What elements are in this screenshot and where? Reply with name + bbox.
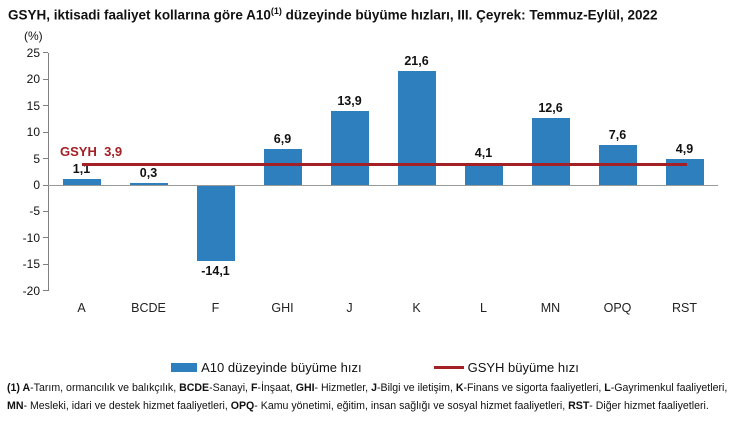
legend-label: GSYH büyüme hızı [467,360,579,375]
footnote-segment: - Diğer hizmet faaliyetleri. [589,400,709,412]
x-axis-label-A: A [77,301,86,315]
y-axis-tick-label: 25 [26,45,40,60]
footnote-segment: J [371,382,377,394]
y-axis-tick [43,105,48,107]
footnote-segment: -Sanayi, [209,382,251,394]
x-axis-zero-line [48,185,718,186]
footnote-segment: L [604,382,611,394]
y-axis-tick-label: -20 [22,283,40,298]
y-axis-tick-label: 10 [26,125,40,140]
y-axis-tick [43,184,48,186]
chart-title: GSYH, iktisadi faaliyet kollarına göre A… [8,6,748,23]
chart-title-text: GSYH, iktisadi faaliyet kollarına göre A… [8,7,271,23]
x-axis-label-K: K [412,301,421,315]
chart-title-footnote-marker: (1) [270,6,282,16]
footnote: (1) A-Tarım, ormancılık ve balıkçılık, B… [7,379,747,415]
footnote-segment: -Tarım, ormancılık ve balıkçılık, [30,382,180,394]
chart-title-period: düzeyinde büyüme hızları, III. Çeyrek: T… [281,7,658,23]
x-axis-label-GHI: GHI [271,301,294,315]
footnote-segment: F [250,382,258,394]
footnote-segment: -İnşaat, [257,382,296,394]
y-axis-tick [43,237,48,239]
gsyh-reference-line [82,162,687,166]
footnote-segment: - Mesleki, idari ve destek hizmet faaliy… [23,400,231,412]
footnote-segment: K [455,382,464,394]
y-axis-tick [43,158,48,160]
y-axis-tick [43,263,48,265]
footnote-line-2: MN- Mesleki, idari ve destek hizmet faal… [7,397,747,415]
bar-value-BCDE: 0,3 [139,166,158,181]
footnote-line-1: (1) A-Tarım, ormancılık ve balıkçılık, B… [7,379,747,397]
bar-value-GHI: 6,9 [273,131,292,146]
y-axis-unit-label: (%) [24,29,43,43]
y-axis-tick-label: 5 [33,151,40,166]
bar-value-J: 13,9 [337,94,362,109]
x-axis-label-RST: RST [672,301,697,315]
legend-line-swatch [433,366,464,369]
bar-MN [531,118,570,185]
y-axis-tick-label: 20 [26,72,40,87]
footnote-segment: -Gayrimenkul faaliyetleri, [610,382,728,394]
y-axis-tick [43,290,48,292]
x-axis-label-L: L [480,301,487,315]
footnote-segment: - Kamu yönetimi, eğitim, insan sağlığı v… [254,400,569,412]
y-axis-tick-label: -10 [22,230,40,245]
legend-label: A10 düzeyinde büyüme hızı [201,360,362,375]
bar-L [464,163,503,185]
footnote-segment: - Hizmetler, [314,382,372,394]
footnote-segment: RST [568,400,590,412]
bar-J [330,111,369,185]
bar-value-K: 21,6 [404,53,429,68]
bar-value-F: -14,1 [201,263,230,278]
x-axis-label-BCDE: BCDE [131,301,166,315]
legend-bar-swatch [171,363,198,372]
bar-K [397,70,436,185]
bar-value-L: 4,1 [474,146,493,161]
bar-value-RST: 4,9 [675,142,694,157]
y-axis-tick [43,52,48,54]
y-axis-tick-label: -5 [29,204,40,219]
y-axis-tick-label: -15 [22,257,40,272]
x-axis-label-J: J [346,301,353,315]
footnote-segment: MN [7,400,24,412]
bar-value-OPQ: 7,6 [608,127,627,142]
bar-GHI [263,148,302,185]
legend-item-bars: A10 düzeyinde büyüme hızı [171,360,362,375]
bar-F [196,186,235,261]
y-axis-tick [43,131,48,133]
bar-value-MN: 12,6 [538,101,563,116]
x-axis-label-F: F [211,301,220,315]
footnote-segment: GHI [295,382,315,394]
gsyh-reference-label: GSYH 3,9 [60,144,123,159]
footnote-segment: -Bilgi ve iletişim, [376,382,456,394]
bar-A [62,179,101,185]
legend: A10 düzeyinde büyüme hızı GSYH büyüme hız… [0,360,750,375]
footnote-segment: -Finans ve sigorta faaliyetleri, [463,382,605,394]
y-axis-tick [43,210,48,212]
y-axis-line [48,53,49,291]
legend-item-line: GSYH büyüme hızı [433,360,579,375]
y-axis-tick-label: 0 [33,178,40,192]
y-axis-tick [43,78,48,80]
y-axis-tick-label: 15 [26,98,40,113]
x-axis-label-MN: MN [540,301,561,315]
x-axis-label-OPQ: OPQ [603,301,632,315]
bar-BCDE [129,183,168,185]
footnote-segment: BCDE [179,382,210,394]
footnote-segment: OPQ [230,400,255,412]
footnote-segment: (1) A [7,382,31,394]
